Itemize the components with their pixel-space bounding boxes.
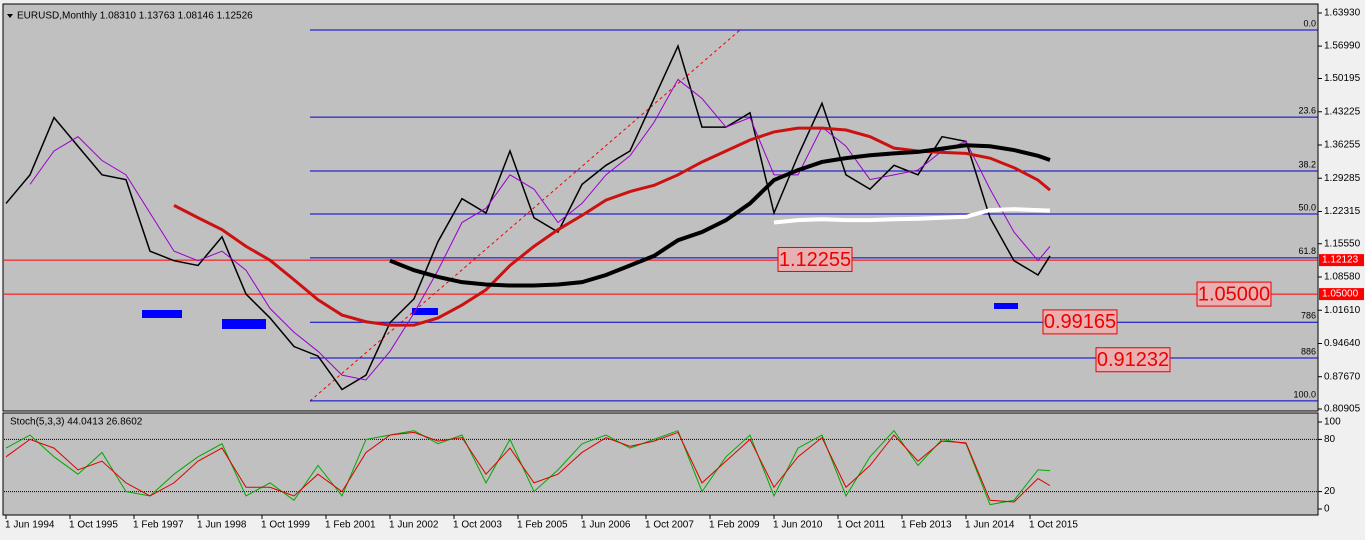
- y-tick-label: 1.56990: [1324, 41, 1361, 52]
- x-tick-label: 1 Oct 2011: [837, 520, 886, 531]
- price-tag-label: 1.05000: [1322, 289, 1359, 300]
- y-tick-label: 1.36255: [1324, 140, 1361, 151]
- price-tag-label: 1.12123: [1322, 255, 1359, 266]
- y-tick-label: 1.08580: [1324, 272, 1361, 283]
- marker: [994, 303, 1018, 309]
- y-tick-label: 80: [1324, 434, 1336, 445]
- x-tick-label: 1 Jun 2002: [389, 520, 439, 531]
- marker: [222, 319, 266, 329]
- price-box-label: 0.99165: [1044, 311, 1116, 333]
- y-tick-label: 1.15550: [1324, 238, 1361, 249]
- price-box-label: 1.12255: [779, 249, 851, 271]
- y-tick-label: 1.50195: [1324, 73, 1361, 84]
- y-tick-label: 0.94640: [1324, 338, 1361, 349]
- y-tick-label: 0.87670: [1324, 371, 1361, 382]
- fib-label: 100.0: [1293, 389, 1316, 399]
- x-tick-label: 1 Jun 2006: [581, 520, 631, 531]
- y-tick-label: 1.43225: [1324, 106, 1361, 117]
- series-line: [773, 207, 1051, 225]
- price-box: [1095, 347, 1171, 373]
- x-tick-label: 1 Jun 1998: [197, 520, 247, 531]
- y-tick-label: 1.01610: [1324, 305, 1361, 316]
- x-tick-label: 1 Oct 2003: [453, 520, 502, 531]
- price-box: [1196, 281, 1272, 307]
- price-box-label: 0.91232: [1097, 349, 1169, 371]
- stoch-panel: [2, 412, 1319, 516]
- price-tag: [1319, 288, 1364, 301]
- x-tick-label: 1 Feb 2009: [709, 520, 760, 531]
- series-line: [5, 43, 1051, 391]
- x-tick-label: 1 Jun 2010: [773, 520, 823, 531]
- fib-label: 23.6: [1298, 105, 1316, 115]
- fib-trend: [309, 29, 741, 402]
- y-tick-label: 0: [1324, 504, 1330, 515]
- marker: [142, 310, 182, 318]
- x-tick-label: 1 Oct 2007: [645, 520, 694, 531]
- main-panel: [2, 3, 1319, 412]
- fib-label: 38.2: [1298, 159, 1316, 169]
- y-tick-label: 1.63930: [1324, 8, 1361, 19]
- y-tick-label: 0.80905: [1324, 404, 1361, 415]
- y-tick-label: 1.22315: [1324, 206, 1361, 217]
- menu-arrow[interactable]: [7, 14, 13, 18]
- series-line: [29, 78, 1051, 381]
- y-tick-label: 1.29285: [1324, 173, 1361, 184]
- marker: [412, 308, 438, 315]
- x-tick-label: 1 Feb 1997: [133, 520, 184, 531]
- series-line: [5, 431, 1051, 503]
- x-tick-label: 1 Jun 2014: [965, 520, 1015, 531]
- fib-label: 0.0: [1303, 18, 1316, 28]
- series-line: [5, 429, 1051, 506]
- fib-label: 786: [1301, 311, 1316, 321]
- x-tick-label: 1 Oct 2015: [1029, 520, 1078, 531]
- price-box: [777, 246, 853, 272]
- price-tag: [1319, 254, 1364, 267]
- price-box-label: 1.05000: [1198, 283, 1270, 305]
- x-tick-label: 1 Feb 2013: [901, 520, 952, 531]
- x-tick-label: 1 Feb 2005: [517, 520, 568, 531]
- stoch-title: Stoch(5,3,3) 44.0413 26.8602: [10, 417, 143, 428]
- fib-label: 886: [1301, 346, 1316, 356]
- x-tick-label: 1 Feb 2001: [325, 520, 376, 531]
- price-box: [1042, 309, 1118, 335]
- fib-label: 50.0: [1298, 202, 1316, 212]
- y-tick-label: 20: [1324, 486, 1336, 497]
- x-tick-label: 1 Oct 1995: [69, 520, 118, 531]
- series-line: [389, 143, 1051, 288]
- y-tick-label: 100: [1324, 417, 1341, 428]
- x-tick-label: 1 Oct 1999: [261, 520, 310, 531]
- fib-label: 61.8: [1298, 246, 1316, 256]
- x-tick-label: 1 Jun 1994: [5, 520, 55, 531]
- chart-title: EURUSD,Monthly 1.08310 1.13763 1.08146 1…: [17, 11, 253, 22]
